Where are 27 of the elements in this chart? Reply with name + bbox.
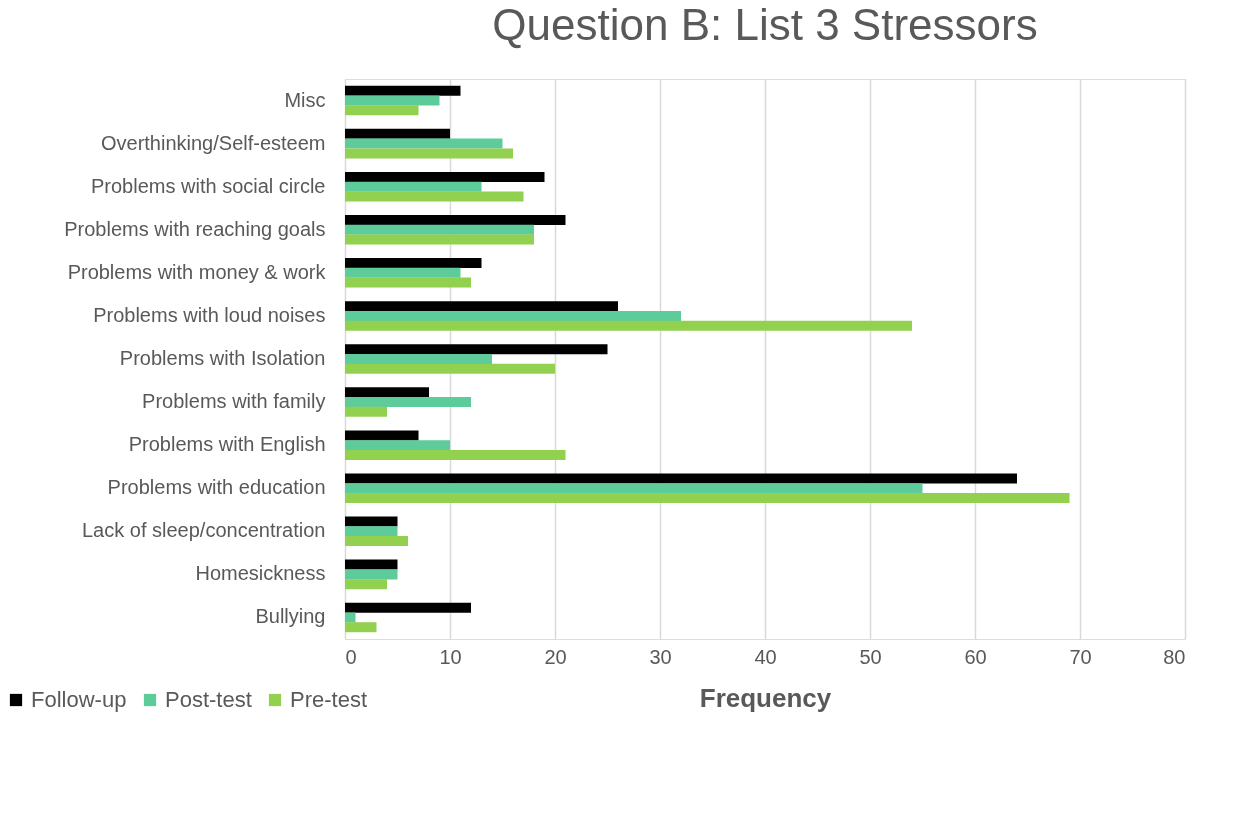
y-tick-label: Overthinking/Self-esteem — [100, 131, 326, 154]
y-tick-label: Problems with Isolation — [119, 347, 326, 369]
y-tick-label: Problems with loud noises — [93, 303, 326, 326]
y-tick-label: Problems with reaching goals — [64, 217, 326, 240]
chart-title: Question B: List 3 Stressors — [492, 0, 1038, 49]
y-tick-label: Lack of sleep/concentration — [82, 519, 326, 542]
x-tick-label: 70 — [1069, 645, 1092, 668]
x-tick-label: 10 — [439, 645, 462, 668]
y-tick-label: Problems with English — [128, 433, 326, 456]
y-tick-label: Bullying — [255, 605, 326, 628]
legend-label: Post-test — [165, 687, 252, 712]
x-tick-label: 20 — [544, 645, 567, 668]
x-tick-label: 50 — [859, 645, 882, 668]
y-tick-label: Problems with social circle — [90, 174, 326, 197]
x-tick-label: 80 — [1163, 645, 1186, 668]
legend-label: Pre-test — [290, 687, 368, 712]
x-tick-label: 60 — [964, 645, 987, 668]
y-tick-label: Problems with education — [107, 476, 326, 499]
x-tick-label: 30 — [649, 645, 672, 668]
y-tick-label: Problems with family — [142, 390, 326, 413]
x-tick-label: 40 — [754, 645, 777, 668]
x-axis-title: Frequency — [699, 682, 832, 713]
y-tick-label: Misc — [284, 88, 326, 111]
y-tick-label: Problems with money & work — [67, 260, 327, 283]
x-tick-label: 0 — [345, 645, 357, 668]
y-tick-label: Homesickness — [195, 562, 326, 585]
legend-label: Follow-up — [31, 687, 127, 712]
